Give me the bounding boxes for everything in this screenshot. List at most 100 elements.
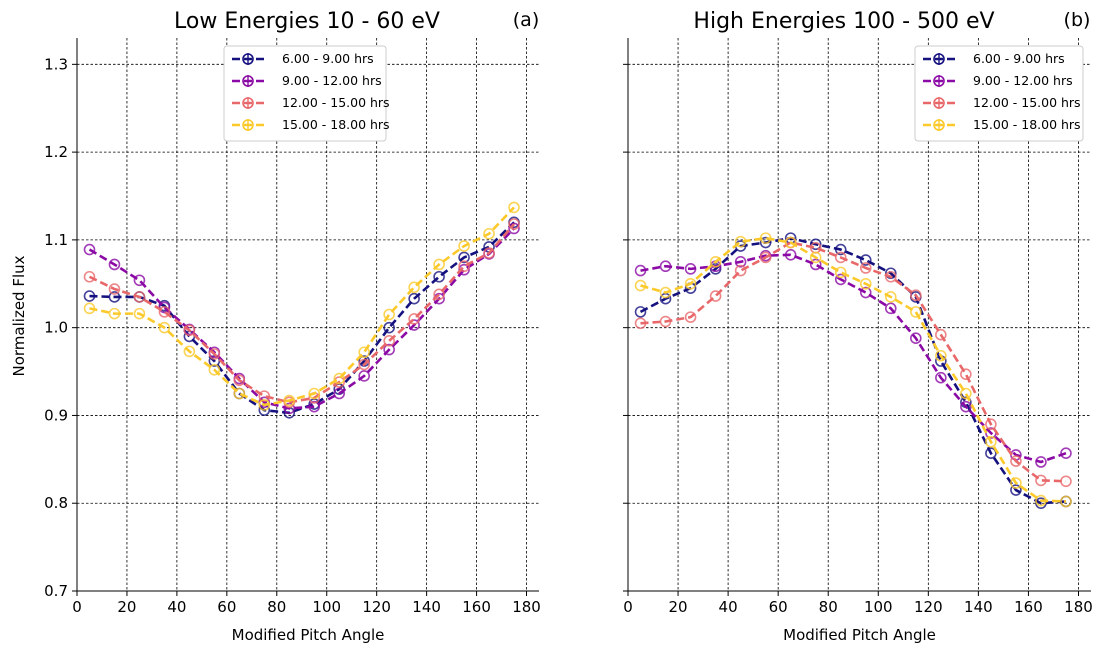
data-point	[383, 321, 395, 334]
data-point	[935, 349, 947, 362]
data-point	[458, 240, 470, 252]
data-point	[809, 251, 822, 264]
data-point	[408, 313, 420, 325]
data-point	[634, 317, 647, 330]
data-point	[884, 291, 897, 303]
data-point	[634, 279, 647, 292]
data-point	[859, 286, 872, 299]
data-point	[308, 400, 321, 413]
data-point	[358, 346, 370, 359]
x-tick-label: 100	[864, 598, 893, 616]
data-point	[1010, 477, 1022, 489]
series-2	[634, 249, 1072, 468]
series-4	[83, 201, 520, 411]
legend-marker	[933, 75, 945, 87]
x-tick-label: 180	[1064, 598, 1093, 616]
data-point	[1060, 475, 1072, 488]
series-3	[83, 218, 520, 409]
data-point	[759, 232, 772, 244]
legend-entry: 12.00 - 15.00 hrs	[973, 95, 1081, 110]
data-point	[333, 372, 346, 385]
data-point	[158, 321, 171, 334]
data-point	[408, 281, 420, 294]
data-point	[884, 270, 897, 283]
data-point	[960, 387, 972, 400]
data-point	[985, 447, 997, 459]
data-point	[809, 258, 822, 271]
data-point	[634, 264, 647, 277]
panel-low-energies: 0 20 40 60 80 100 120 140 160 180 0.7 0.8 0.9 1.0 1.1 1…	[44, 9, 541, 644]
data-point	[308, 387, 321, 400]
data-point	[1060, 495, 1072, 508]
data-point	[859, 254, 872, 266]
data-point	[433, 288, 445, 301]
series-line	[88, 227, 515, 410]
legend-marker	[933, 97, 945, 109]
data-point	[910, 332, 922, 345]
x-tick-label: 40	[167, 598, 186, 616]
data-point	[233, 374, 246, 387]
data-point	[634, 306, 647, 318]
legend-entry: 6.00 - 9.00 hrs	[282, 51, 374, 66]
data-point	[158, 306, 171, 318]
data-point	[784, 236, 797, 249]
x-tick-label: 180	[512, 598, 541, 616]
x-axis-label: Modified Pitch Angle	[232, 626, 385, 644]
data-point	[659, 260, 672, 273]
data-point	[408, 292, 420, 305]
data-point	[834, 266, 847, 279]
data-point	[258, 390, 271, 402]
series-line	[89, 206, 515, 407]
y-tick-label: 0.9	[44, 406, 68, 424]
data-point	[483, 247, 495, 259]
data-point	[83, 302, 96, 315]
legend-frame	[914, 45, 1084, 142]
data-point	[935, 328, 947, 341]
data-point	[859, 277, 872, 290]
chart-title: Low Energies 10 - 60 eV	[174, 9, 440, 34]
legend-entry: 15.00 - 18.00 hrs	[282, 117, 390, 132]
x-tick-label: 100	[312, 598, 341, 616]
data-point	[383, 308, 395, 321]
x-tick-label: 0	[72, 598, 82, 616]
data-point	[910, 306, 922, 318]
panel-high-energies: 0 20 40 60 80 100 120 140 160 180 Modified Pitch A…	[623, 9, 1093, 644]
x-tick-label: 60	[217, 598, 236, 616]
data-point	[233, 387, 246, 400]
data-point	[659, 286, 672, 299]
y-axis-label: Normalized Flux	[10, 255, 28, 376]
data-point	[508, 218, 520, 230]
y-tick-label: 0.7	[44, 582, 68, 600]
data-point	[734, 235, 747, 248]
data-point	[734, 256, 747, 268]
x-tick-label: 40	[719, 598, 738, 616]
data-point	[809, 238, 822, 251]
data-point	[985, 418, 997, 431]
data-point	[283, 394, 296, 407]
legend-entry: 9.00 - 12.00 hrs	[282, 73, 382, 88]
data-point	[208, 348, 221, 360]
x-tick-label: 120	[914, 598, 943, 616]
data-point	[383, 343, 395, 356]
data-point	[133, 274, 146, 287]
legend-entry: 6.00 - 9.00 hrs	[973, 51, 1065, 66]
data-point	[884, 302, 897, 315]
chart-title: High Energies 100 - 500 eV	[693, 9, 994, 34]
data-point	[960, 400, 972, 413]
data-point	[183, 324, 196, 337]
data-point	[1010, 484, 1022, 496]
x-tick-label: 20	[117, 598, 136, 616]
data-point	[859, 262, 872, 274]
panel-label: (b)	[1064, 9, 1091, 31]
data-point	[108, 258, 121, 271]
data-point	[508, 222, 520, 235]
data-point	[83, 270, 96, 283]
data-point	[709, 290, 722, 302]
series-1	[83, 216, 520, 419]
data-point	[258, 399, 271, 411]
series-4	[634, 232, 1072, 508]
legend-marker	[242, 119, 254, 131]
data-point	[433, 258, 445, 271]
data-point	[333, 387, 346, 400]
